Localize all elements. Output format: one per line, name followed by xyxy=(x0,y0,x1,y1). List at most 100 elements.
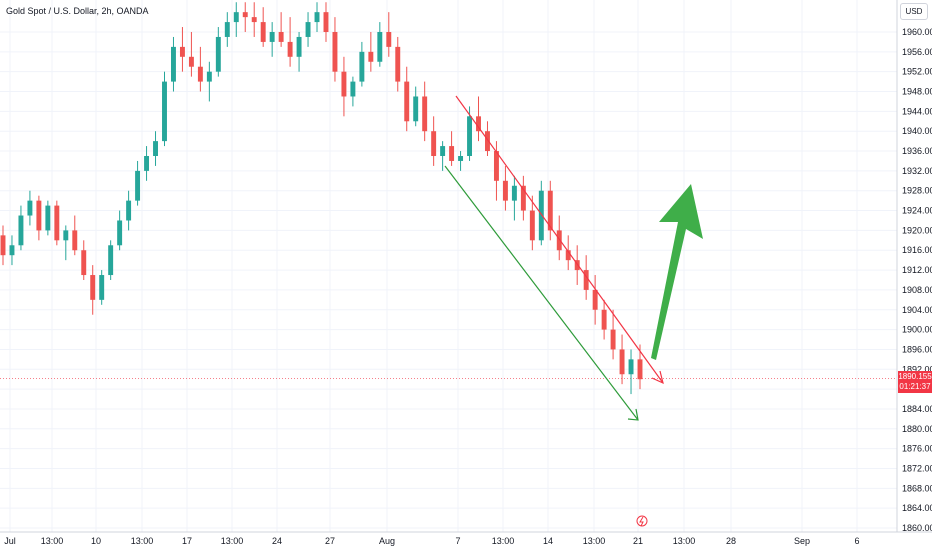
x-tick-label: 13:00 xyxy=(673,536,696,546)
x-tick-label: 21 xyxy=(633,536,643,546)
y-tick-label: 1868.000 xyxy=(902,483,932,493)
y-tick-label: 1900.000 xyxy=(902,325,932,335)
candle-body xyxy=(144,156,150,171)
x-tick-label: 14 xyxy=(543,536,553,546)
y-tick-label: 1860.000 xyxy=(902,523,932,533)
candle-body xyxy=(619,349,625,375)
candle-body xyxy=(36,200,42,231)
candle-body xyxy=(520,185,526,211)
candle-body xyxy=(341,71,347,97)
event-circle xyxy=(636,515,648,527)
y-tick-label: 1944.000 xyxy=(902,106,932,116)
candle-body xyxy=(54,205,60,241)
y-tick-label: 1932.000 xyxy=(902,166,932,176)
candle-body xyxy=(413,96,419,122)
candle-body xyxy=(592,289,598,310)
bar-countdown: 01:21:37 xyxy=(899,382,931,391)
candle-body xyxy=(485,131,490,152)
candle-body xyxy=(395,46,401,82)
y-tick-label: 1904.000 xyxy=(902,305,932,315)
y-tick-label: 1956.000 xyxy=(902,47,932,57)
y-tick-label: 1936.000 xyxy=(902,146,932,156)
x-tick-label: 13:00 xyxy=(221,536,244,546)
candle-body xyxy=(404,81,410,122)
candle-body xyxy=(170,46,176,82)
currency-selector[interactable]: USD xyxy=(900,3,928,20)
candle-body xyxy=(305,22,311,37)
symbol-legend: Gold Spot / U.S. Dollar, 2h, OANDA xyxy=(6,6,149,16)
x-tick-label: 24 xyxy=(272,536,282,546)
time-axis[interactable]: Jul 13:00 10 13:00 17 13:00 24 27 Aug 7 13:00 14 13:… xyxy=(0,531,932,546)
candle-body xyxy=(529,210,535,241)
y-tick-label: 1880.000 xyxy=(902,424,932,434)
candle-body xyxy=(368,51,374,62)
y-tick-label: 1892.000 xyxy=(902,364,932,374)
candle-body xyxy=(72,230,78,251)
candle-body xyxy=(63,230,69,241)
x-tick-label: 27 xyxy=(325,536,335,546)
economic-event-icon[interactable] xyxy=(636,515,648,527)
up-arrow-icon[interactable] xyxy=(651,184,703,360)
candle-body xyxy=(278,32,284,42)
x-tick-label: 28 xyxy=(726,536,736,546)
y-tick-label: 1876.000 xyxy=(902,444,932,454)
candle-body xyxy=(188,56,194,67)
candle-body xyxy=(637,359,643,380)
channel-lower-line[interactable] xyxy=(444,165,639,421)
candle-body xyxy=(233,12,239,23)
candle-body xyxy=(565,250,571,261)
candle-body xyxy=(9,245,15,256)
channel-upper-arrowhead xyxy=(651,370,664,385)
candle-body xyxy=(197,66,203,82)
price-axis[interactable]: 1960.000 1956.000 1952.000 1948.000 1944.000… xyxy=(896,0,932,550)
candle-body xyxy=(431,131,437,156)
x-tick-label: 7 xyxy=(455,536,460,546)
candle-body xyxy=(574,260,580,271)
candle-body xyxy=(493,151,499,181)
candle-body xyxy=(511,185,517,201)
price-axis-background xyxy=(897,0,932,550)
candle-body xyxy=(377,32,383,62)
candle-body xyxy=(359,51,365,82)
candle-body xyxy=(458,156,464,161)
y-tick-label: 1908.000 xyxy=(902,285,932,295)
candle-body xyxy=(45,205,51,231)
y-tick-label: 1916.000 xyxy=(902,245,932,255)
candle-body xyxy=(440,146,446,156)
candle-body xyxy=(601,309,607,330)
candle-body xyxy=(117,220,123,246)
candle-body xyxy=(260,22,266,42)
x-tick-label: Aug xyxy=(379,536,395,546)
candle-body xyxy=(314,12,320,23)
channel-upper-line[interactable] xyxy=(455,95,664,384)
x-tick-label: 17 xyxy=(182,536,192,546)
candle-body xyxy=(108,245,114,276)
candle-body xyxy=(350,81,356,97)
candle-body xyxy=(422,96,428,132)
candle-body xyxy=(251,17,257,23)
candle-body xyxy=(296,36,302,57)
y-tick-label: 1872.000 xyxy=(902,463,932,473)
candle-body xyxy=(99,275,105,300)
candle-body xyxy=(81,250,87,276)
candle-body xyxy=(162,81,167,142)
candle-body xyxy=(206,71,212,82)
y-tick-label: 1896.000 xyxy=(902,344,932,354)
y-tick-label: 1940.000 xyxy=(902,126,932,136)
y-tick-label: 1952.000 xyxy=(902,67,932,77)
candle-body xyxy=(386,32,392,47)
x-tick-label: 13:00 xyxy=(41,536,64,546)
candle-body xyxy=(467,116,473,156)
channel-lower-arrowhead xyxy=(627,408,639,421)
x-tick-label: Jul xyxy=(4,536,16,546)
x-tick-label: 13:00 xyxy=(131,536,154,546)
y-tick-label: 1924.000 xyxy=(902,206,932,216)
candle-body xyxy=(269,32,275,42)
candle-body xyxy=(610,329,616,350)
y-tick-label: 1884.000 xyxy=(902,404,932,414)
candle-body xyxy=(18,215,24,246)
candle-body xyxy=(538,190,544,241)
candle-body xyxy=(287,41,293,57)
candle-body xyxy=(547,190,553,231)
